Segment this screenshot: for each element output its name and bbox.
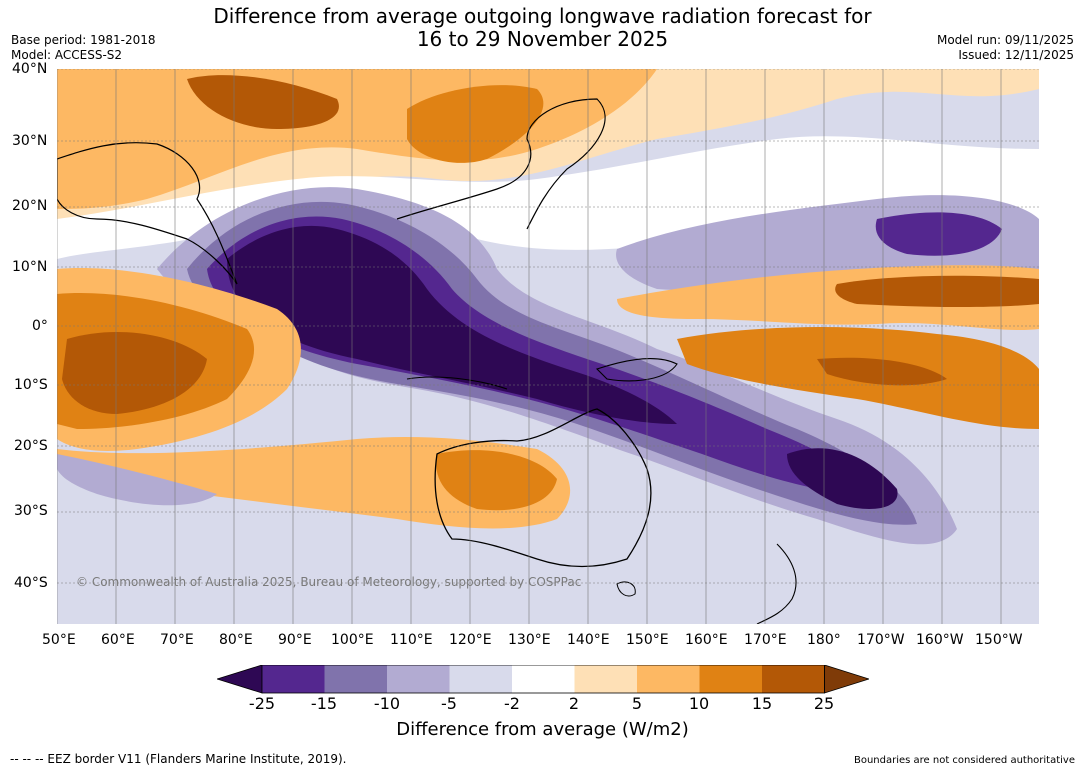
colorbar-tick-minus-2: -2 xyxy=(504,694,520,713)
colorbar-tick-5: 5 xyxy=(631,694,643,713)
map-gridlines xyxy=(57,69,1039,624)
colorbar-tick-10: 10 xyxy=(688,694,710,713)
lat-label-equator: 0° xyxy=(32,318,48,334)
coastline-india xyxy=(57,142,238,285)
base-period: Base period: 1981-2018 xyxy=(11,33,156,47)
lat-label-20n: 20°N xyxy=(12,198,48,214)
lat-label-10s: 10°S xyxy=(14,377,48,393)
eez-border-note: -- -- -- EEZ border V11 (Flanders Marine… xyxy=(10,752,347,766)
lon-label-170e: 170°E xyxy=(744,632,787,648)
lat-label-30n: 30°N xyxy=(12,133,48,149)
lat-label-40s: 40°S xyxy=(14,575,48,591)
boundaries-disclaimer: Boundaries are not considered authoritat… xyxy=(853,755,1075,766)
colorbar-segment-9 xyxy=(762,665,825,693)
colorbar-segment-max xyxy=(824,665,869,694)
negative-anomaly-south xyxy=(57,469,657,624)
lon-label-150e: 150°E xyxy=(626,632,669,648)
coastline-east-asia xyxy=(396,98,606,230)
lon-label-80e: 80°E xyxy=(219,632,253,648)
lon-label-90e: 90°E xyxy=(278,632,312,648)
negative-anomaly-pacific-core xyxy=(787,448,898,509)
lat-label-40n: 40°N xyxy=(12,61,48,77)
colorbar-segment-2 xyxy=(324,665,387,693)
lon-label-50e: 50°E xyxy=(42,632,76,648)
colorbar-frame xyxy=(261,665,825,694)
negative-anomaly-nw-pacific-core xyxy=(875,212,1002,256)
coastline-australia xyxy=(434,408,652,568)
positive-anomaly-tibet xyxy=(187,75,339,129)
colorbar-tick-15: 15 xyxy=(751,694,773,713)
lon-label-170w: 170°W xyxy=(857,632,905,648)
positive-anomaly-pacific-south-core xyxy=(817,357,947,386)
olr-anomaly-map xyxy=(57,69,1039,624)
lat-label-30s: 30°S xyxy=(14,503,48,519)
colorbar xyxy=(217,665,869,694)
lon-label-120e: 120°E xyxy=(449,632,492,648)
colorbar-title: Difference from average (W/m2) xyxy=(396,719,689,740)
colorbar-tick-25: 25 xyxy=(813,694,835,713)
lon-label-180: 180° xyxy=(807,632,841,648)
colorbar-segment-5 xyxy=(512,665,575,693)
coastline-tasmania xyxy=(616,581,636,597)
lon-label-70e: 70°E xyxy=(160,632,194,648)
negative-anomaly-south-west xyxy=(57,454,217,506)
neutral-zone-north xyxy=(57,136,1039,259)
lat-label-10n: 10°N xyxy=(12,259,48,275)
lon-label-100e: 100°E xyxy=(331,632,374,648)
colorbar-tick-2: 2 xyxy=(568,694,580,713)
colorbar-tick-minus-15: -15 xyxy=(310,694,338,713)
lat-label-20s: 20°S xyxy=(14,438,48,454)
negative-anomaly-core xyxy=(227,225,677,424)
lon-label-160w: 160°W xyxy=(916,632,964,648)
lon-label-140e: 140°E xyxy=(567,632,610,648)
colorbar-tick-minus-5: -5 xyxy=(441,694,457,713)
coastline-new-guinea xyxy=(595,358,678,382)
lon-label-150w: 150°W xyxy=(975,632,1023,648)
positive-anomaly-australia xyxy=(436,450,557,511)
colorbar-segment-3 xyxy=(387,665,450,693)
colorbar-segment-8 xyxy=(699,665,762,693)
coastline-indonesia xyxy=(406,376,508,390)
coastline-new-zealand xyxy=(756,543,797,624)
model-run: Model run: 09/11/2025 xyxy=(936,33,1074,47)
positive-anomaly-china xyxy=(407,85,544,163)
colorbar-segment-6 xyxy=(574,665,637,693)
positive-anomaly-indian-ocean-core xyxy=(62,331,207,414)
lon-label-60e: 60°E xyxy=(101,632,135,648)
map-title-line-2: 16 to 29 November 2025 xyxy=(416,27,669,51)
colorbar-segment-4 xyxy=(449,665,512,693)
colorbar-segment-1 xyxy=(262,665,325,693)
colorbar-tick-minus-25: -25 xyxy=(248,694,276,713)
issued-date: Issued: 12/11/2025 xyxy=(958,48,1074,62)
lon-label-130e: 130°E xyxy=(508,632,551,648)
lon-label-110e: 110°E xyxy=(390,632,433,648)
copyright-notice: © Commonwealth of Australia 2025, Bureau… xyxy=(76,575,582,589)
colorbar-segment-7 xyxy=(637,665,700,693)
map-title-line-1: Difference from average outgoing longwav… xyxy=(213,4,872,28)
positive-anomaly-pacific-north-core xyxy=(835,275,1039,308)
lon-label-160e: 160°E xyxy=(685,632,728,648)
model-name: Model: ACCESS-S2 xyxy=(11,48,123,62)
colorbar-segment-min xyxy=(217,665,263,694)
colorbar-tick-minus-10: -10 xyxy=(373,694,401,713)
